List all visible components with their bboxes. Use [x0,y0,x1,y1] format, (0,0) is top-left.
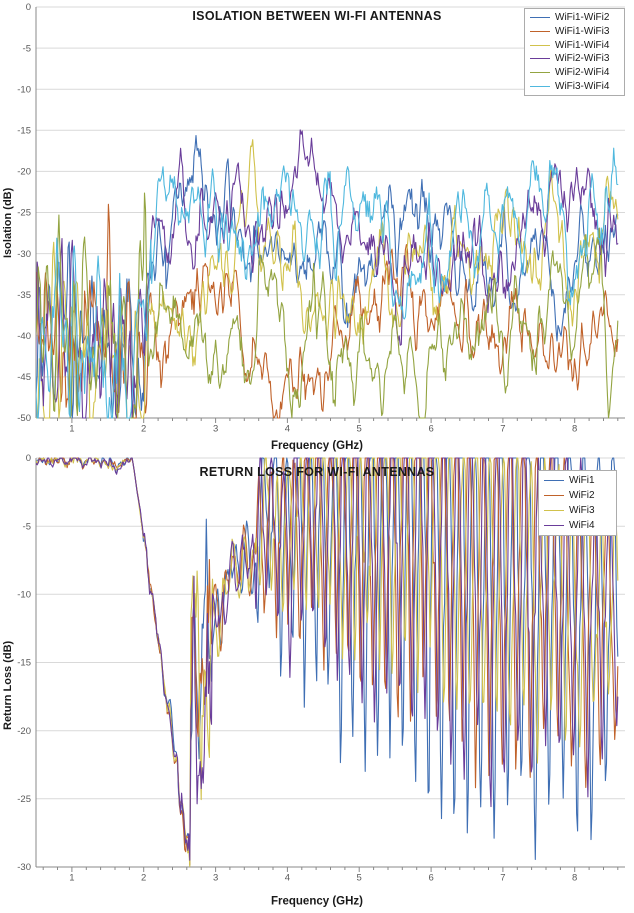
svg-text:1: 1 [69,873,74,884]
svg-text:8: 8 [572,873,577,884]
svg-text:2: 2 [141,424,146,435]
svg-text:4: 4 [285,424,290,435]
svg-text:0: 0 [26,453,31,464]
svg-text:-50: -50 [17,413,31,424]
svg-text:5: 5 [357,424,362,435]
svg-text:-30: -30 [17,249,31,260]
svg-text:2: 2 [141,873,146,884]
svg-text:-20: -20 [17,167,31,178]
svg-text:-30: -30 [17,862,31,873]
svg-text:-5: -5 [23,521,31,532]
svg-text:-15: -15 [17,658,31,669]
svg-text:5: 5 [357,873,362,884]
svg-text:6: 6 [428,873,433,884]
svg-text:1: 1 [69,424,74,435]
svg-text:-25: -25 [17,794,31,805]
svg-text:6: 6 [428,424,433,435]
svg-text:-35: -35 [17,290,31,301]
svg-text:-45: -45 [17,372,31,383]
svg-text:4: 4 [285,873,290,884]
svg-text:Frequency (GHz): Frequency (GHz) [271,896,363,908]
svg-text:7: 7 [500,424,505,435]
svg-text:-10: -10 [17,84,31,95]
svg-text:3: 3 [213,873,218,884]
svg-text:-40: -40 [17,331,31,342]
svg-text:7: 7 [500,873,505,884]
svg-text:-10: -10 [17,590,31,601]
svg-text:Frequency (GHz): Frequency (GHz) [271,440,363,452]
svg-text:-25: -25 [17,208,31,219]
svg-text:-15: -15 [17,126,31,137]
svg-text:8: 8 [572,424,577,435]
svg-text:-20: -20 [17,726,31,737]
svg-text:3: 3 [213,424,218,435]
svg-text:-5: -5 [23,43,31,54]
